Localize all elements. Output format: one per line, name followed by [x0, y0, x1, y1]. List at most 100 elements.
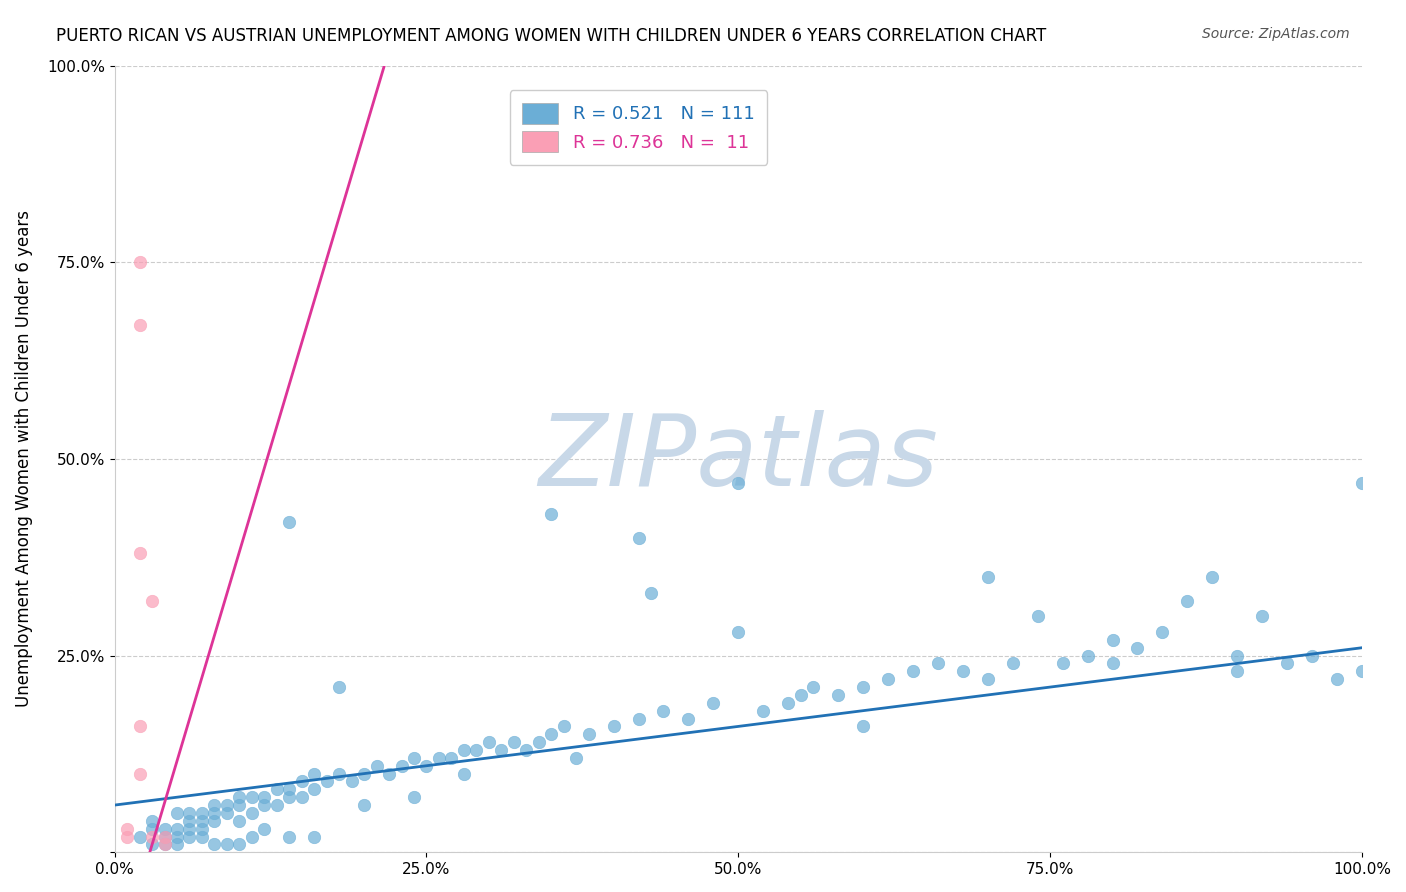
Point: [440, 751, 463, 765]
Point: [202, 805, 225, 820]
Point: [240, 805, 263, 820]
Point: [1301, 648, 1323, 663]
Point: [240, 790, 263, 805]
Point: [153, 830, 176, 844]
Point: [515, 743, 537, 757]
Point: [179, 822, 201, 836]
Point: [278, 782, 301, 797]
Point: [952, 665, 974, 679]
Point: [215, 798, 238, 813]
Point: [1226, 648, 1249, 663]
Point: [166, 838, 188, 852]
Point: [852, 680, 875, 694]
Point: [278, 830, 301, 844]
Point: [166, 830, 188, 844]
Point: [565, 751, 588, 765]
Point: [1077, 648, 1099, 663]
Point: [215, 805, 238, 820]
Point: [1101, 657, 1123, 671]
Point: [353, 798, 375, 813]
Point: [191, 830, 214, 844]
Point: [179, 814, 201, 828]
Point: [278, 515, 301, 529]
Point: [202, 838, 225, 852]
Point: [228, 798, 250, 813]
Point: [128, 830, 150, 844]
Point: [179, 830, 201, 844]
Point: [202, 814, 225, 828]
Point: [789, 688, 811, 702]
Point: [391, 758, 413, 772]
Point: [202, 798, 225, 813]
Point: [465, 743, 488, 757]
Point: [153, 822, 176, 836]
Point: [1126, 640, 1149, 655]
Point: [453, 743, 475, 757]
Point: [602, 719, 624, 733]
Point: [315, 774, 337, 789]
Point: [491, 743, 513, 757]
Legend: R = 0.521   N = 111, R = 0.736   N =  11: R = 0.521 N = 111, R = 0.736 N = 11: [510, 90, 768, 164]
Point: [291, 790, 314, 805]
Point: [302, 782, 325, 797]
Point: [1201, 570, 1223, 584]
Point: [253, 790, 276, 805]
Point: [191, 805, 214, 820]
Point: [415, 758, 437, 772]
Point: [453, 766, 475, 780]
Text: PUERTO RICAN VS AUSTRIAN UNEMPLOYMENT AMONG WOMEN WITH CHILDREN UNDER 6 YEARS CO: PUERTO RICAN VS AUSTRIAN UNEMPLOYMENT AM…: [56, 27, 1046, 45]
Point: [153, 838, 176, 852]
Point: [1326, 672, 1348, 686]
Point: [702, 696, 724, 710]
Point: [977, 570, 1000, 584]
Point: [778, 696, 800, 710]
Point: [328, 680, 350, 694]
Point: [191, 814, 214, 828]
Point: [527, 735, 550, 749]
Point: [228, 838, 250, 852]
Point: [141, 830, 163, 844]
Point: [1175, 593, 1198, 607]
Point: [128, 546, 150, 560]
Point: [640, 585, 662, 599]
Point: [228, 790, 250, 805]
Point: [427, 751, 450, 765]
Point: [215, 838, 238, 852]
Point: [115, 822, 138, 836]
Point: [302, 766, 325, 780]
Point: [340, 774, 363, 789]
Point: [478, 735, 501, 749]
Point: [1026, 609, 1049, 624]
Text: ZIPatlas: ZIPatlas: [538, 410, 938, 508]
Point: [328, 766, 350, 780]
Point: [801, 680, 824, 694]
Point: [578, 727, 600, 741]
Point: [153, 830, 176, 844]
Point: [253, 798, 276, 813]
Point: [179, 805, 201, 820]
Point: [852, 719, 875, 733]
Point: [1351, 475, 1374, 490]
Point: [1001, 657, 1024, 671]
Point: [402, 751, 425, 765]
Point: [627, 712, 650, 726]
Point: [927, 657, 949, 671]
Point: [266, 782, 288, 797]
Point: [228, 814, 250, 828]
Point: [366, 758, 388, 772]
Point: [291, 774, 314, 789]
Text: Source: ZipAtlas.com: Source: ZipAtlas.com: [1202, 27, 1350, 41]
Point: [353, 766, 375, 780]
Point: [278, 790, 301, 805]
Point: [253, 822, 276, 836]
Point: [1152, 625, 1174, 640]
Point: [141, 838, 163, 852]
Point: [727, 625, 749, 640]
Point: [1226, 665, 1249, 679]
Point: [1101, 632, 1123, 647]
Point: [752, 704, 775, 718]
Point: [652, 704, 675, 718]
Point: [553, 719, 575, 733]
Point: [302, 830, 325, 844]
Point: [128, 766, 150, 780]
